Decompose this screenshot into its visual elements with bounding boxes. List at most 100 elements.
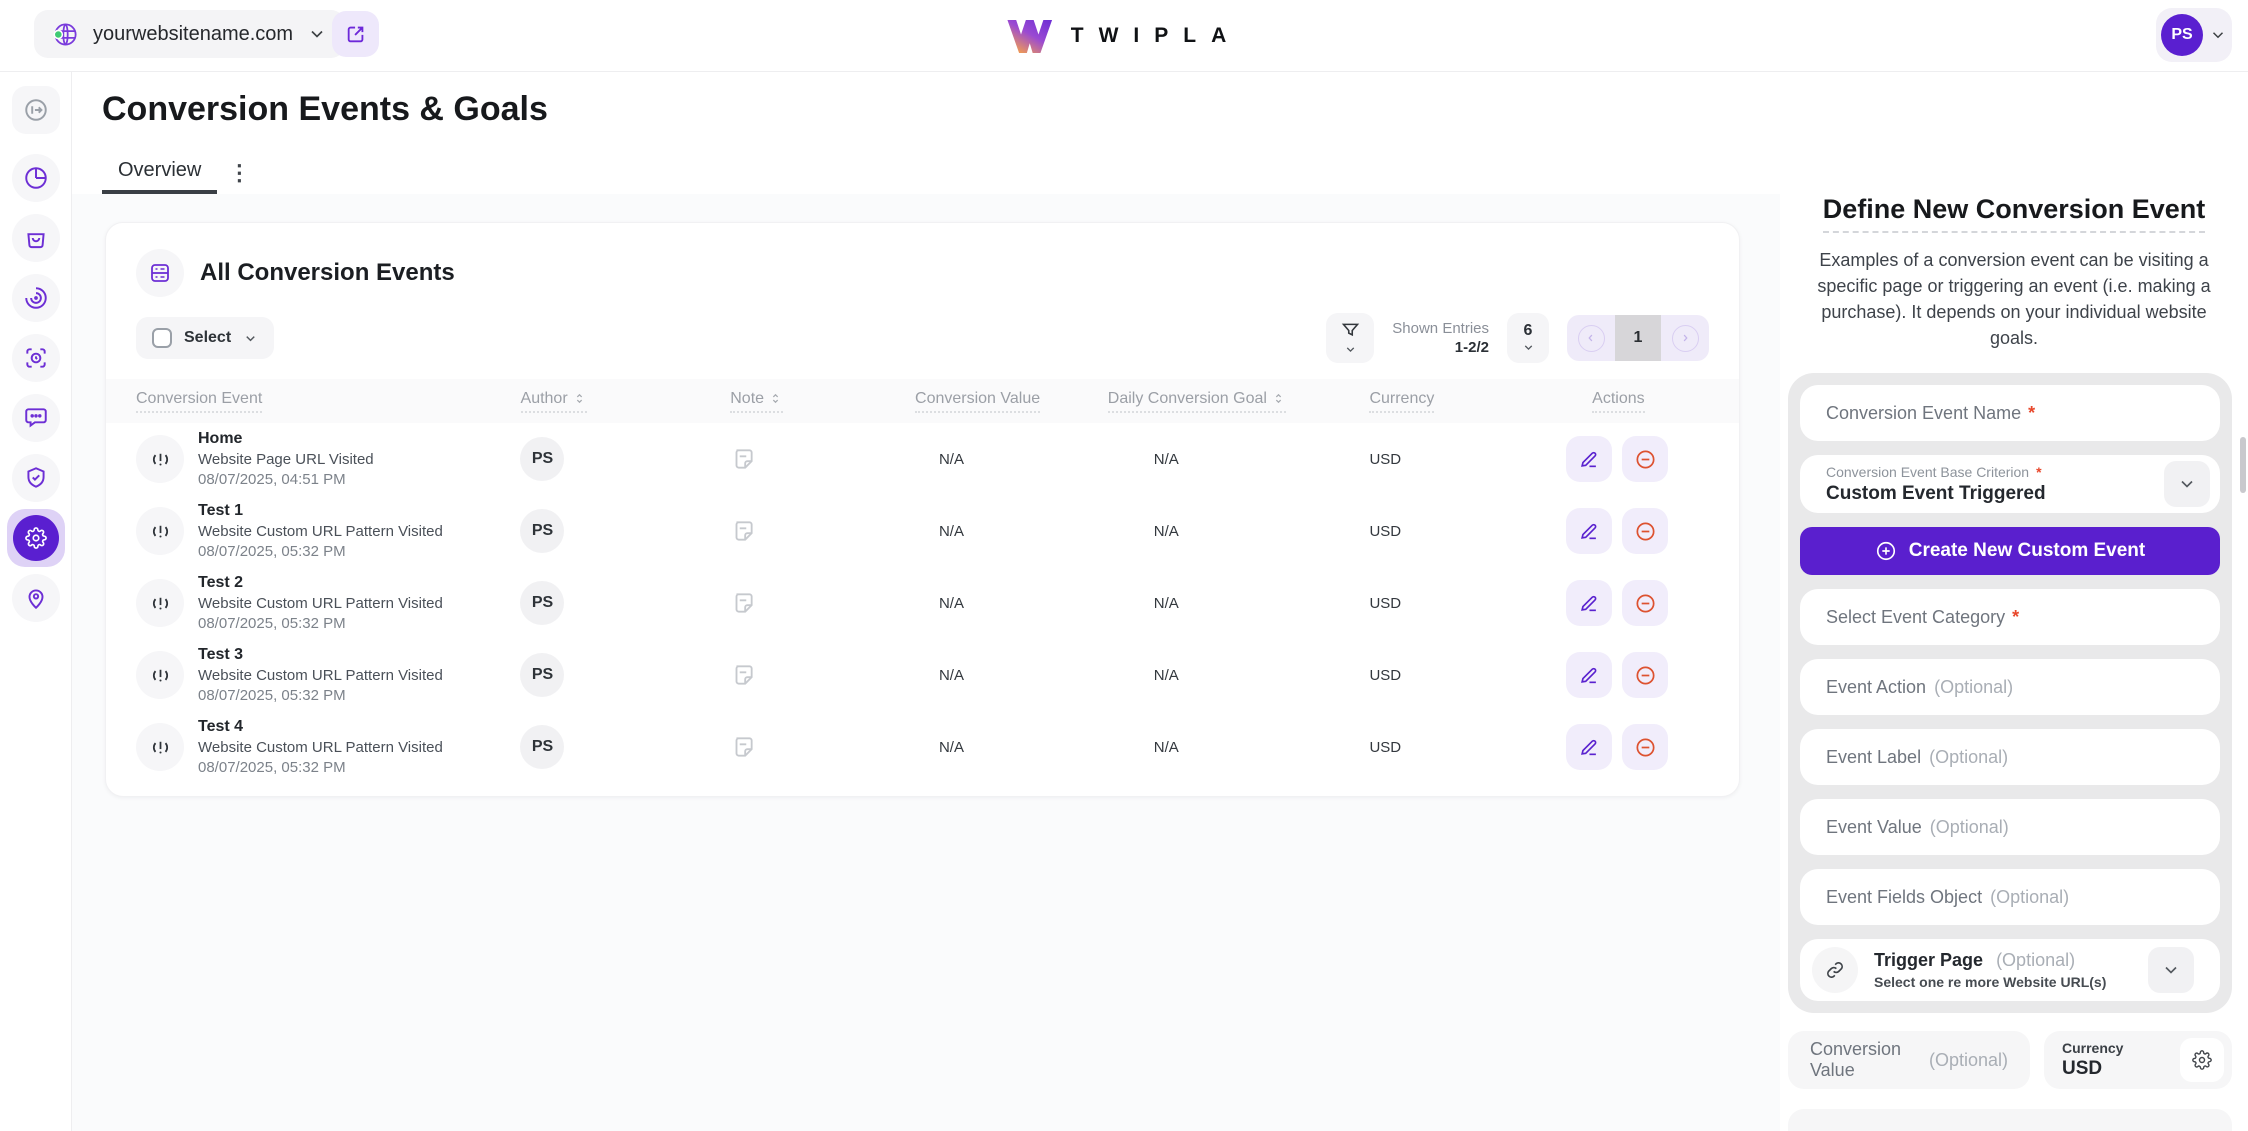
trigger-page-dropdown[interactable]: Trigger Page (Optional) Select one re mo… [1800,939,2220,1002]
base-criterion-dropdown[interactable]: Conversion Event Base Criterion * Custom … [1800,455,2220,514]
previous-page-button[interactable] [1567,315,1615,361]
delete-button[interactable] [1622,436,1669,482]
table-row: Test 4 Website Custom URL Pattern Visite… [136,711,1709,783]
daily-goal: N/A [1153,522,1179,540]
daily-goal: N/A [1153,666,1179,684]
sidebar-item-recordings[interactable] [11,334,60,382]
currency-settings-button[interactable] [2180,1038,2224,1083]
sidebar-item-dashboard[interactable] [11,154,60,202]
event-category-field[interactable]: Select Event Category * [1800,589,2220,646]
note-icon[interactable] [730,734,756,760]
sidebar-item-settings[interactable] [6,509,65,567]
sidebar-item-location[interactable] [11,574,60,622]
minus-circle-icon [1636,665,1655,685]
currency-value: USD [2062,1058,2103,1080]
page-size-dropdown[interactable]: 6 [1507,313,1549,363]
event-name: Test 4 [198,718,244,735]
sidebar [0,72,72,1131]
event-criterion: Website Custom URL Pattern Visited [198,739,443,756]
chevron-down-icon [246,335,255,341]
daily-goal-field[interactable]: Event's Daily Conversion Goal (Optional) [1788,1109,2232,1131]
page-scrollbar[interactable] [2240,437,2246,493]
brand-wordmark: TWIPLA [1070,24,1242,47]
location-pin-icon [23,585,49,611]
main-area: Conversion Events & Goals Overview ⋮ All… [72,72,1790,1131]
base-criterion-value: Custom Event Triggered [1826,482,2046,504]
sidebar-item-privacy[interactable] [11,454,60,502]
website-selector[interactable]: yourwebsitename.com [34,10,346,58]
note-icon[interactable] [730,590,756,616]
conversion-event-name-field[interactable]: Conversion Event Name * [1800,385,2220,442]
optional-mark: (Optional) [1928,1049,2008,1070]
column-note[interactable]: Note [730,390,784,413]
session-camera-icon [23,345,49,371]
currency-field[interactable]: Currency USD [2044,1031,2232,1090]
field-label: Conversion Event Base Criterion [1826,463,2030,480]
event-name: Test 2 [198,574,244,591]
minus-circle-icon [1636,521,1655,541]
behavior-gauge-icon [23,285,49,311]
edit-button[interactable] [1566,580,1613,626]
chevron-down-icon [1346,347,1354,353]
select-label: Select [184,329,232,346]
sidebar-collapse-button[interactable] [11,86,60,134]
event-date: 08/07/2025, 05:32 PM [198,615,346,632]
sort-icon [576,393,582,404]
event-criterion: Website Custom URL Pattern Visited [198,595,443,612]
delete-button[interactable] [1622,508,1669,554]
event-value-field[interactable]: Event Value (Optional) [1800,799,2220,856]
sidebar-item-communication[interactable] [11,394,60,442]
event-criterion: Website Page URL Visited [198,451,374,468]
column-author[interactable]: Author [520,390,587,413]
select-all-checkbox[interactable] [152,328,172,348]
sort-icon [772,393,779,404]
note-icon[interactable] [730,446,756,472]
chevron-down-icon[interactable] [2164,461,2210,508]
sidebar-item-ecommerce[interactable] [11,214,60,262]
filter-button[interactable] [1326,313,1375,363]
note-icon[interactable] [730,662,756,688]
daily-goal: N/A [1153,738,1179,756]
sort-icon [1275,393,1282,404]
event-label-field[interactable]: Event Label (Optional) [1800,729,2220,786]
pencil-icon [1581,523,1597,540]
delete-button[interactable] [1622,652,1669,698]
select-dropdown[interactable]: Select [136,317,275,359]
edit-button[interactable] [1566,436,1613,482]
create-custom-event-button[interactable]: Create New Custom Event [1800,527,2220,576]
event-action-field[interactable]: Event Action (Optional) [1800,659,2220,716]
brand-w-icon [1007,19,1053,53]
edit-button[interactable] [1566,724,1613,770]
required-mark: * [2012,606,2020,627]
conversion-event-icon [136,435,184,483]
note-icon[interactable] [730,518,756,544]
conversion-value-field[interactable]: Conversion Value (Optional) [1788,1031,2030,1090]
open-website-button[interactable] [332,11,379,57]
optional-mark: (Optional) [1990,886,2070,907]
conversion-event-icon [136,651,184,699]
delete-button[interactable] [1622,724,1669,770]
brand-logo: TWIPLA [1007,0,1241,72]
sidebar-item-behavior[interactable] [11,274,60,322]
chevron-down-icon[interactable] [2148,947,2194,994]
conversion-value: N/A [938,738,964,756]
account-menu[interactable]: PS [2156,8,2232,62]
tab-options-kebab-icon[interactable]: ⋮ [228,159,251,185]
column-conversion-event: Conversion Event [136,390,263,413]
current-page[interactable]: 1 [1615,315,1661,361]
edit-button[interactable] [1566,508,1613,554]
conversion-event-icon [136,507,184,555]
link-icon [1812,947,1858,994]
conversion-events-card: All Conversion Events Select [105,222,1740,797]
event-fields-object-field[interactable]: Event Fields Object (Optional) [1800,869,2220,926]
delete-button[interactable] [1622,580,1669,626]
top-bar: yourwebsitename.com TWIPLA PS [0,0,2248,72]
edit-button[interactable] [1566,652,1613,698]
next-page-button[interactable] [1661,315,1709,361]
tab-overview[interactable]: Overview [102,151,218,194]
field-label: Event Action [1826,676,1927,697]
minus-circle-icon [1636,737,1655,757]
globe-icon [52,21,79,48]
optional-mark: (Optional) [1934,676,2014,697]
column-daily-goal[interactable]: Daily Conversion Goal [1107,390,1286,413]
